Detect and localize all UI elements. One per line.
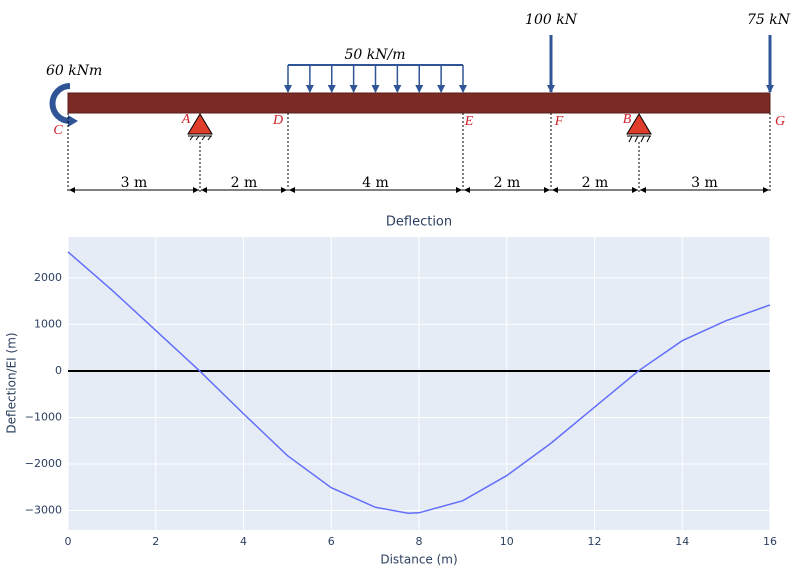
point-label: A: [181, 112, 191, 127]
x-tick-label: 2: [152, 535, 159, 548]
x-tick-label: 6: [328, 535, 335, 548]
point-label: B: [623, 112, 632, 127]
chart: Deflection Distance (m) Deflection/EI (m…: [5, 215, 778, 567]
x-tick-label: 14: [675, 535, 689, 548]
y-tick-label: −1000: [25, 410, 62, 423]
y-tick-label: 0: [55, 364, 62, 377]
point-label: E: [464, 114, 474, 129]
deflection-line: [67, 251, 771, 515]
y-tick-label: 1000: [34, 317, 62, 330]
y-tick-label: −2000: [25, 457, 62, 470]
moment-arrow-head: [68, 115, 78, 127]
beam: [67, 92, 771, 114]
y-tick-label: 2000: [34, 271, 62, 284]
dimension-label: 3 m: [691, 175, 718, 191]
pin-support: [187, 113, 213, 135]
x-tick-label: 12: [588, 535, 602, 548]
load-label: 75 kN: [747, 12, 791, 28]
dimension-label: 2 m: [231, 175, 258, 191]
roller-support: [626, 113, 652, 135]
point-label: C: [53, 123, 63, 138]
udl-label: 50 kN/m: [345, 47, 406, 63]
moment-arrow: [49, 83, 71, 124]
dimension-label: 4 m: [362, 175, 389, 191]
beam-diagram: 60 kNm 50 kN/m 100 kN 75 kN C A D E F B G 3 m 2 …: [46, 12, 791, 193]
x-tick-label: 0: [65, 535, 72, 548]
y-tick-label: −3000: [25, 503, 62, 516]
dimension-label: 2 m: [582, 175, 609, 191]
point-label: F: [554, 114, 564, 129]
load-label: 100 kN: [525, 12, 578, 28]
support-hatch: [188, 135, 651, 143]
x-tick-label: 16: [763, 535, 777, 548]
chart-title: Deflection: [386, 215, 452, 230]
x-tick-label: 4: [240, 535, 247, 548]
point-label: D: [272, 113, 283, 128]
dimension-label: 2 m: [494, 175, 521, 191]
moment-label: 60 kNm: [46, 63, 102, 79]
x-axis-title: Distance (m): [380, 553, 457, 567]
point-label: G: [775, 114, 785, 129]
x-tick-label: 10: [500, 535, 514, 548]
x-tick-label: 8: [416, 535, 423, 548]
dimension-label: 3 m: [121, 175, 148, 191]
y-axis-title: Deflection/EI (m): [5, 332, 19, 433]
